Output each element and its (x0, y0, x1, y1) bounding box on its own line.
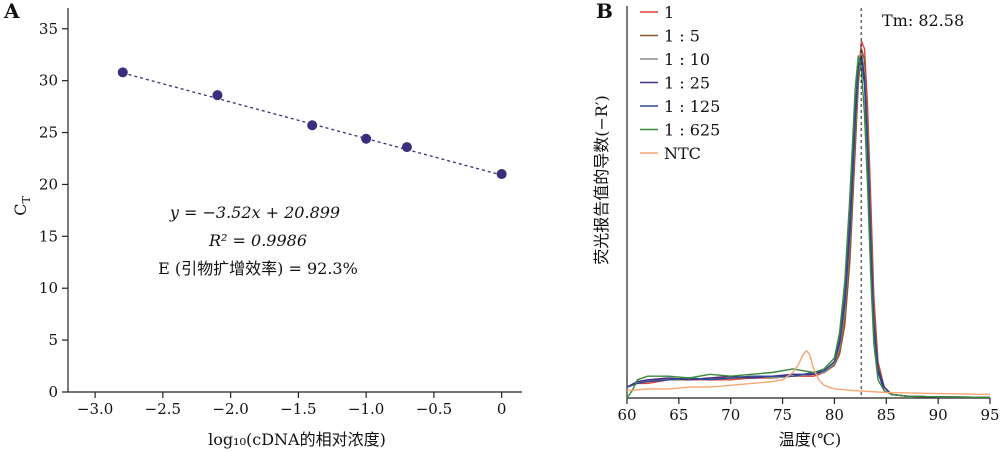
series-line-5 (626, 58, 991, 398)
panel-a-data-point (212, 90, 223, 101)
panel-a-y-tick-label: 0 (48, 383, 58, 401)
panel-a-data-points (117, 67, 507, 180)
panel-a-y-tick-label: 30 (39, 72, 58, 90)
legend-label: 1 : 25 (664, 74, 710, 93)
panel-b-x-tick-label: 85 (877, 406, 896, 424)
legend-label: 1 : 125 (664, 97, 720, 116)
panel-a-y-tick-label: 35 (39, 20, 58, 38)
panel-b-tm-label: Tm: 82.58 (882, 11, 964, 30)
legend-label: 1 (664, 3, 674, 22)
panel-a-equation: y = −3.52x + 20.899 (169, 203, 340, 222)
panel-a-axes (62, 8, 522, 398)
panel-a-x-tick-label: −1.0 (348, 400, 384, 418)
panel-a-ylabel-main: C (11, 204, 30, 216)
panel-b-x-tick-label: 90 (929, 406, 948, 424)
panel-a-x-tick-label: −2.0 (212, 400, 248, 418)
panel-b-axes (626, 6, 991, 404)
panel-b-x-tick-label: 65 (669, 406, 688, 424)
legend-label: 1 : 625 (664, 121, 720, 140)
series-line-1 (626, 40, 991, 398)
panel-a: A CT 0 5 10 15 20 25 30 35 −3.0 −2.5 −2.0 −1.5 −1.0 −… (3, 0, 522, 449)
panel-a-y-tick-label: 15 (39, 227, 58, 245)
legend-label: NTC (664, 144, 701, 163)
panel-a-y-tick-label: 25 (39, 124, 58, 142)
panel-b-legend: 1 1 : 5 1 : 10 1 : 25 1 : 125 1 : 625 NTC (640, 3, 720, 163)
panel-a-y-tick-label: 10 (39, 279, 58, 297)
panel-a-data-point (117, 67, 128, 78)
panel-a-y-axis-label: CT (11, 196, 33, 216)
panel-a-y-tick-label: 20 (39, 175, 58, 193)
panel-b-x-axis-label: 温度(℃) (779, 430, 841, 449)
panel-b-ylabel: 荧光报告值的导数(−R′) (592, 95, 611, 265)
panel-a-x-tick-label: −0.5 (416, 400, 452, 418)
panel-a-x-axis-label: log₁₀(cDNA的相对浓度) (208, 430, 386, 449)
panel-a-r2: R² = 0.9986 (208, 231, 307, 250)
panel-a-label: A (3, 0, 20, 23)
panel-a-y-tick-label: 5 (48, 331, 58, 349)
panel-b-series (626, 40, 991, 399)
svg-text:CT: CT (11, 196, 33, 216)
legend-label: 1 : 5 (664, 27, 700, 46)
panel-a-x-tick-label: −2.5 (145, 400, 181, 418)
legend-label: 1 : 10 (664, 50, 710, 69)
panel-b-x-tick-label: 80 (825, 406, 844, 424)
panel-a-tick-labels: 0 5 10 15 20 25 30 35 −3.0 −2.5 −2.0 −1.5 −1.0 −0.5 0 (39, 20, 507, 418)
panel-a-x-tick-label: −1.5 (280, 400, 316, 418)
series-line-6 (626, 55, 991, 399)
panel-a-data-point (361, 133, 372, 144)
panel-a-data-point (401, 142, 412, 153)
panel-b-x-tick-label: 95 (980, 406, 999, 424)
panel-b-label: B (596, 0, 613, 23)
panel-b-y-axis-label: 荧光报告值的导数(−R′) (592, 95, 611, 265)
panel-b: B 荧光报告值的导数(−R′) 60 65 70 75 80 85 90 95 11 : 51… (592, 0, 1000, 449)
panel-b-x-tick-label: 75 (773, 406, 792, 424)
series-line-7 (626, 350, 991, 396)
panel-b-x-tick-label: 60 (617, 406, 636, 424)
panel-a-data-point (496, 169, 507, 180)
panel-a-x-tick-label: 0 (497, 400, 507, 418)
panel-b-x-tick-label: 70 (721, 406, 740, 424)
panel-a-efficiency: E (引物扩增效率) = 92.3% (158, 259, 358, 278)
panel-a-data-point (307, 120, 318, 131)
panel-a-x-tick-label: −3.0 (77, 400, 113, 418)
panel-a-ylabel-sub: T (20, 196, 33, 204)
panel-b-tick-labels: 60 65 70 75 80 85 90 95 (617, 406, 999, 424)
